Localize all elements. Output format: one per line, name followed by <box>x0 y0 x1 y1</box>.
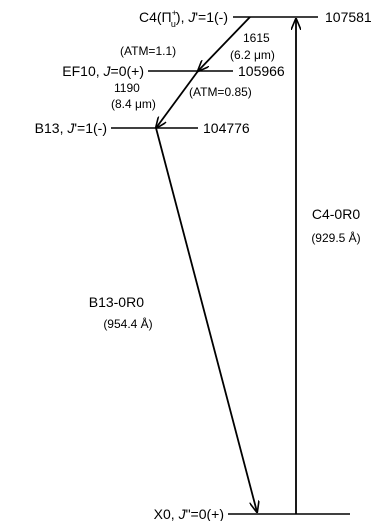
level-label-ef10: EF10, J=0(+) <box>62 63 144 79</box>
atm-label-ef10-b13: (ATM=0.85) <box>189 85 252 99</box>
level-energy-c4: 107581 <box>325 9 372 25</box>
level-label-b13: B13, J'=1(-) <box>35 120 107 136</box>
wavelength-8-4: (8.4 μm) <box>111 97 156 111</box>
arrow-b13-to-x0 <box>155 127 257 512</box>
transition-number-1615: 1615 <box>243 31 270 45</box>
transition-number-1190: 1190 <box>114 81 140 95</box>
level-energy-b13: 104776 <box>203 120 250 136</box>
level-label-x0: X0, J"=0(+) <box>154 506 224 521</box>
arrow-c4-to-ef10 <box>198 16 251 71</box>
wavelength-954-4: (954.4 Å) <box>103 316 152 331</box>
arrow-ef10-to-b13 <box>156 70 199 128</box>
level-label-c4: C4(Π+ u), J'=1(-) <box>139 8 228 29</box>
transition-label-b13-0r0: B13-0R0 <box>89 294 144 310</box>
level-energy-ef10: 105966 <box>238 63 285 79</box>
transition-label-c4-0r0: C4-0R0 <box>312 206 360 222</box>
wavelength-929-5: (929.5 Å) <box>311 230 360 245</box>
atm-label-c4-ef10: (ATM=1.1) <box>120 44 176 58</box>
wavelength-6-2: (6.2 μm) <box>230 48 275 62</box>
